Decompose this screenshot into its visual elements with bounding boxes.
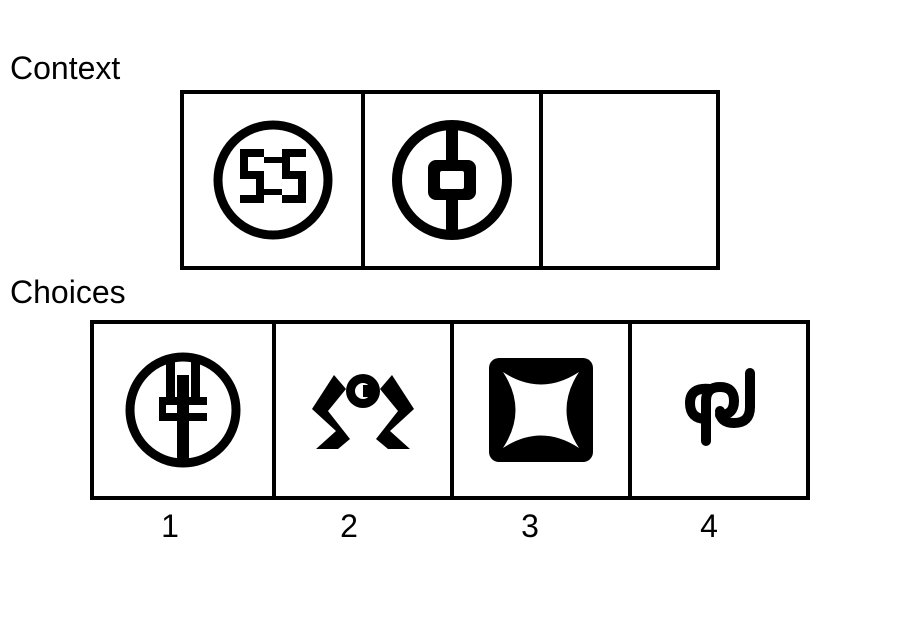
choice-number-2: 2 [340, 508, 358, 544]
choices-label: Choices [10, 274, 126, 310]
spdb-logo-icon [684, 368, 755, 446]
bank-of-china-logo-icon [392, 120, 512, 240]
choices-row [90, 320, 810, 500]
square-star-logo-icon [489, 358, 593, 462]
choice-option-1[interactable] [94, 324, 272, 496]
choice-option-3[interactable] [450, 324, 628, 496]
context-row [180, 90, 720, 270]
choice-number-3: 3 [521, 508, 539, 544]
hands-coin-logo-icon [312, 374, 414, 449]
context-label: Context [10, 50, 121, 86]
context-cell-1 [184, 94, 361, 266]
icbc-logo-icon [213, 120, 333, 240]
choice-option-2[interactable] [272, 324, 450, 496]
agricultural-bank-logo-icon [125, 352, 241, 468]
choice-number-1: 1 [161, 508, 179, 544]
choice-number-4: 4 [700, 508, 718, 544]
context-cell-empty [538, 94, 716, 266]
context-cell-2 [361, 94, 538, 266]
choice-option-4[interactable] [628, 324, 806, 496]
